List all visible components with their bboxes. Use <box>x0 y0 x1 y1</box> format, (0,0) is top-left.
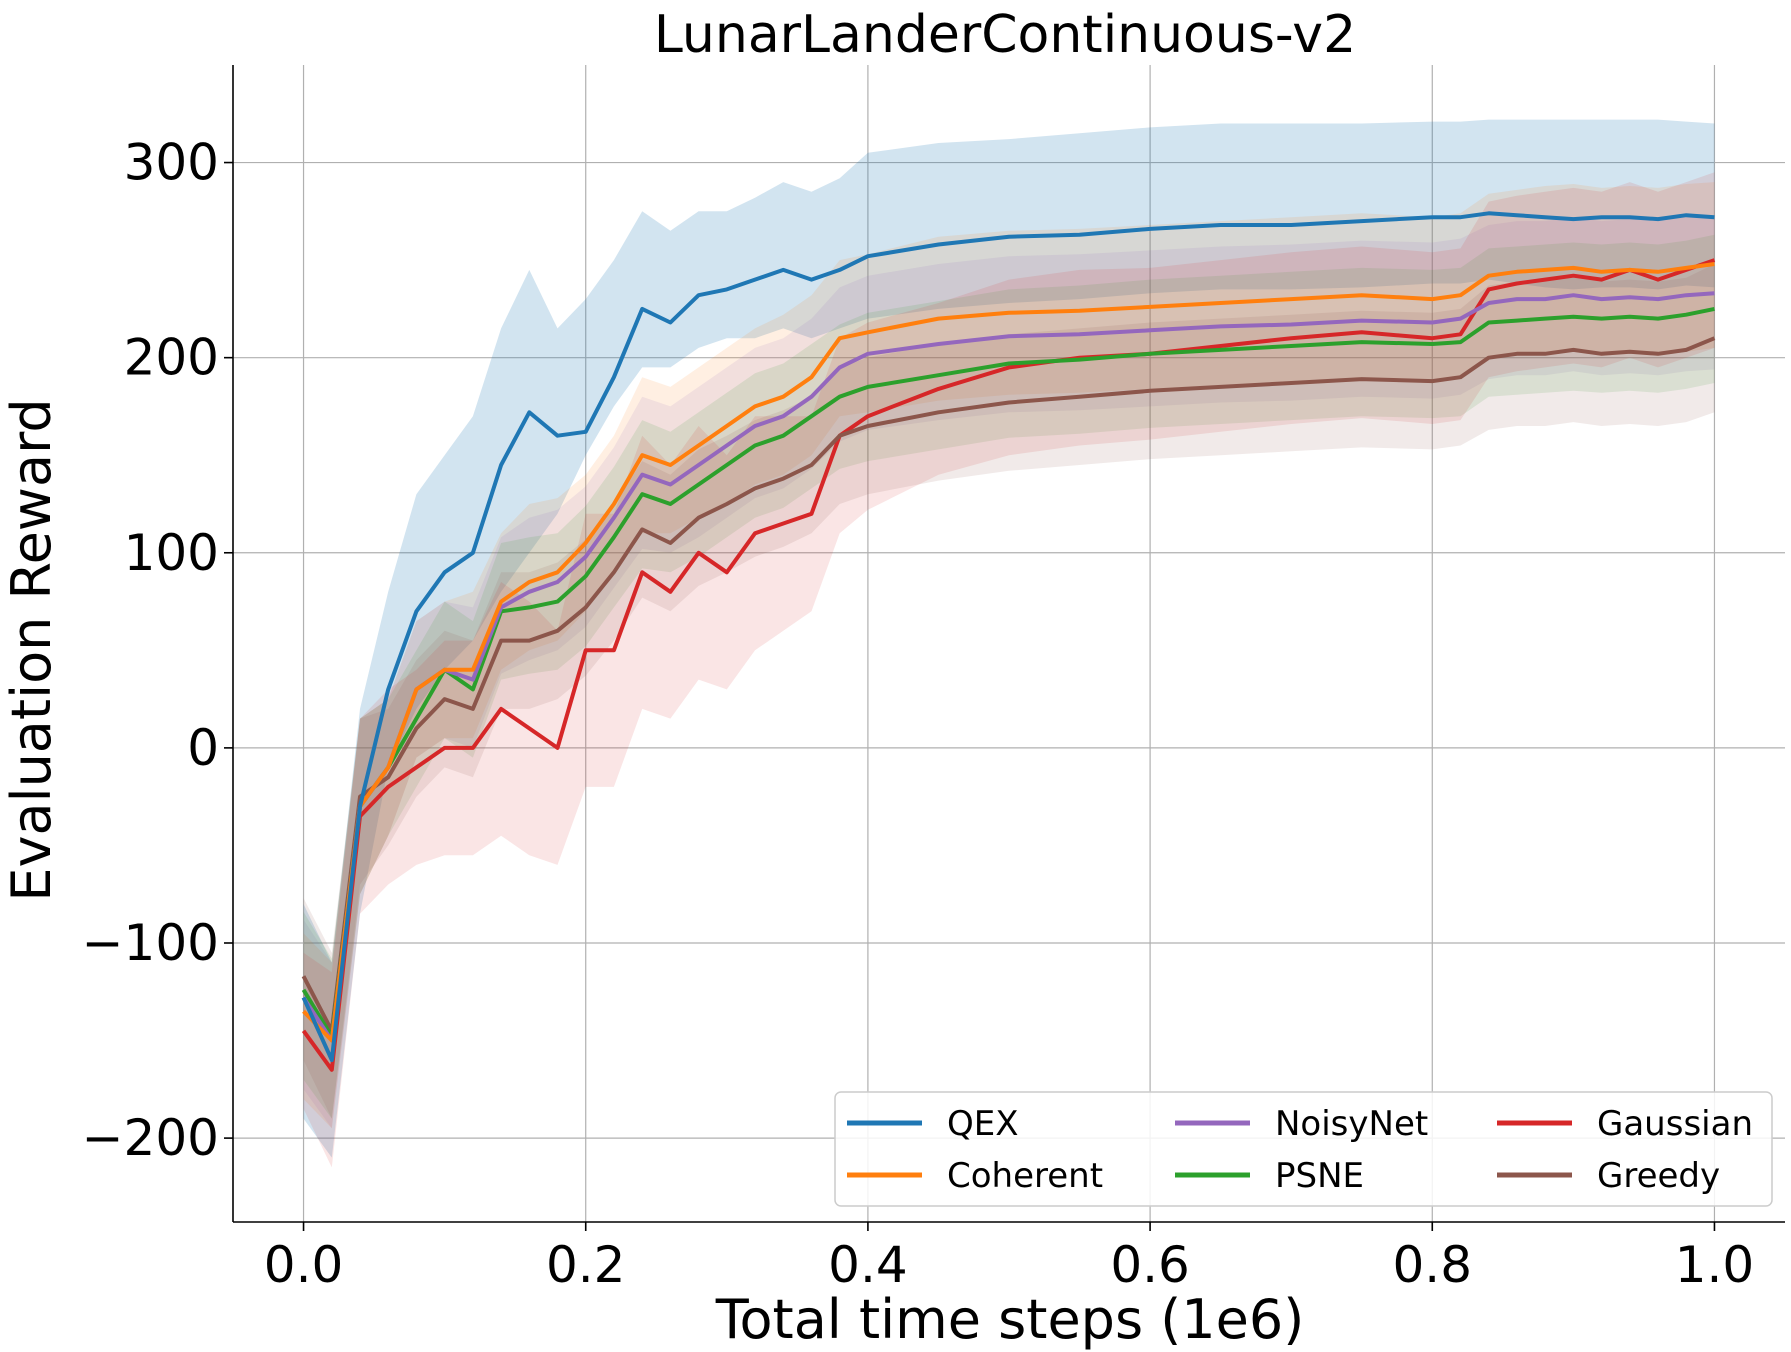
legend-item-gaussian: Gaussian <box>1497 1104 1753 1144</box>
y-tick-label: −100 <box>82 914 219 972</box>
legend-label: PSNE <box>1275 1156 1364 1196</box>
axes <box>232 65 1785 1223</box>
legend-item-noisynet: NoisyNet <box>1175 1104 1428 1144</box>
y-axis-label: Evaluation Reward <box>0 398 63 901</box>
band-coherent <box>303 182 1715 1129</box>
x-tick-label: 0.6 <box>1110 1236 1190 1294</box>
x-tick-label: 0.4 <box>828 1236 908 1294</box>
legend-label: Gaussian <box>1597 1104 1753 1144</box>
y-ticks: −200 −100 0 100 200 300 <box>82 134 233 1167</box>
y-tick-label: −200 <box>82 1109 219 1167</box>
line-greedy <box>301 336 1716 1033</box>
x-tick-label: 0.0 <box>264 1236 344 1294</box>
legend-label: NoisyNet <box>1275 1104 1428 1144</box>
band-qex <box>303 119 1715 1158</box>
legend-item-psne: PSNE <box>1175 1156 1364 1196</box>
band-gaussian <box>303 172 1715 1168</box>
legend-item-greedy: Greedy <box>1497 1156 1720 1196</box>
band-noisynet <box>303 215 1715 1129</box>
chart-title: LunarLanderContinuous-v2 <box>654 5 1356 65</box>
legend-item-qex: QEX <box>847 1104 1019 1144</box>
x-tick-label: 0.2 <box>546 1236 626 1294</box>
series-lines <box>301 211 1716 1072</box>
x-ticks: 0.0 0.2 0.4 0.6 0.8 1.0 <box>264 1222 1754 1294</box>
y-tick-label: 300 <box>124 134 219 192</box>
line-coherent <box>302 262 1715 1043</box>
line-qex <box>301 211 1715 1063</box>
y-tick-label: 200 <box>124 329 219 387</box>
legend: QEX Coherent NoisyNet PSNE Gaussian Greedy <box>834 1091 1773 1207</box>
line-psne <box>301 306 1715 1039</box>
band-psne <box>303 234 1715 1119</box>
line-noisynet <box>301 291 1715 1043</box>
legend-label: Coherent <box>947 1156 1103 1196</box>
y-tick-label: 100 <box>124 524 219 582</box>
x-tick-label: 0.8 <box>1393 1236 1473 1294</box>
x-tick-label: 1.0 <box>1675 1236 1755 1294</box>
confidence-bands <box>303 119 1715 1168</box>
legend-item-coherent: Coherent <box>847 1156 1103 1196</box>
x-axis-label: Total time steps (1e6) <box>715 1288 1305 1351</box>
legend-label: QEX <box>947 1104 1019 1144</box>
legend-label: Greedy <box>1597 1156 1720 1196</box>
y-tick-label: 0 <box>187 719 219 777</box>
